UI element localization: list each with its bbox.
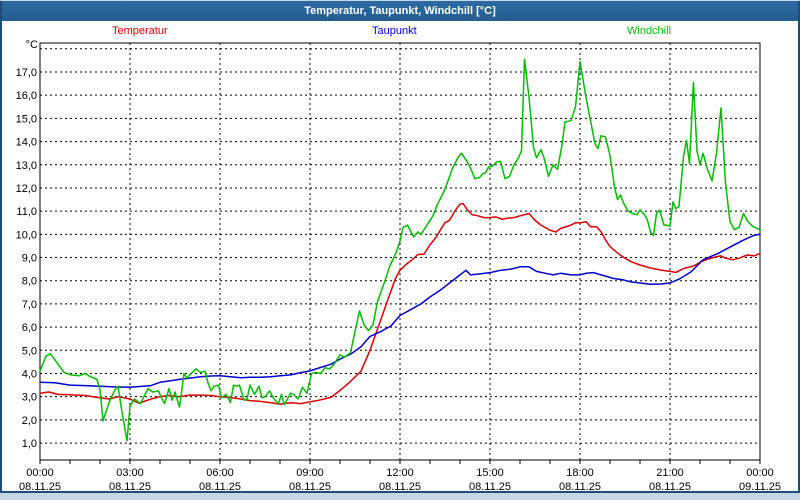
x-tick-date-label: 08.11.25	[289, 481, 331, 493]
y-tick-label: 14,0	[16, 137, 37, 149]
x-tick-time-label: 09:00	[296, 467, 324, 479]
legend-label-taupunkt: Taupunkt	[372, 25, 417, 37]
x-tick-date-label: 08.11.25	[469, 481, 511, 493]
x-tick-time-label: 15:00	[476, 467, 504, 479]
y-tick-label: 7,0	[22, 299, 37, 311]
x-tick-date-label: 08.11.25	[109, 481, 151, 493]
y-tick-label: 2,0	[22, 415, 37, 427]
x-tick-date-label: 08.11.25	[379, 481, 421, 493]
y-tick-label: 10,0	[16, 229, 37, 241]
y-tick-label: 11,0	[16, 206, 37, 218]
y-tick-label: 8,0	[22, 276, 37, 288]
y-tick-label: 4,0	[22, 368, 37, 380]
x-tick-date-label: 08.11.25	[649, 481, 691, 493]
x-tick-time-label: 00:00	[746, 467, 774, 479]
legend-label-temperatur: Temperatur	[112, 25, 168, 37]
x-tick-date-label: 08.11.25	[19, 481, 61, 493]
x-tick-time-label: 12:00	[386, 467, 414, 479]
legend-label-windchill: Windchill	[627, 25, 672, 37]
series-line-temperatur	[39, 202, 761, 406]
y-tick-label: 9,0	[22, 253, 37, 265]
series-line-windchill	[39, 58, 761, 442]
y-tick-label: 12,0	[16, 183, 37, 195]
legend-item-temperatur: Temperatur	[112, 25, 168, 37]
plot-border	[39, 42, 761, 461]
y-tick-label: 1,0	[22, 438, 37, 450]
x-tick-date-label: 09.11.25	[739, 481, 781, 493]
x-tick-time-label: 03:00	[116, 467, 144, 479]
x-tick-time-label: 18:00	[566, 467, 594, 479]
x-tick-date-label: 08.11.25	[199, 481, 241, 493]
y-tick-label: 5,0	[22, 345, 37, 357]
title-bar: Temperatur, Taupunkt, Windchill [°C]	[2, 1, 798, 21]
y-tick-label: 3,0	[22, 392, 37, 404]
y-tick-label: 13,0	[16, 160, 37, 172]
y-tick-label: 16,0	[16, 90, 37, 102]
y-tick-label: 15,0	[16, 113, 37, 125]
y-tick-label: 17,0	[16, 67, 37, 79]
x-tick-time-label: 06:00	[206, 467, 234, 479]
x-tick-time-label: 00:00	[26, 467, 54, 479]
window-title: Temperatur, Taupunkt, Windchill [°C]	[304, 5, 496, 17]
legend-item-taupunkt: Taupunkt	[372, 25, 417, 37]
legend-item-windchill: Windchill	[627, 25, 671, 37]
y-tick-label: 6,0	[22, 322, 37, 334]
x-tick-date-label: 08.11.25	[559, 481, 601, 493]
y-axis-unit-label: °C	[25, 39, 38, 51]
x-tick-time-label: 21:00	[656, 467, 684, 479]
series-line-taupunkt	[39, 233, 761, 388]
